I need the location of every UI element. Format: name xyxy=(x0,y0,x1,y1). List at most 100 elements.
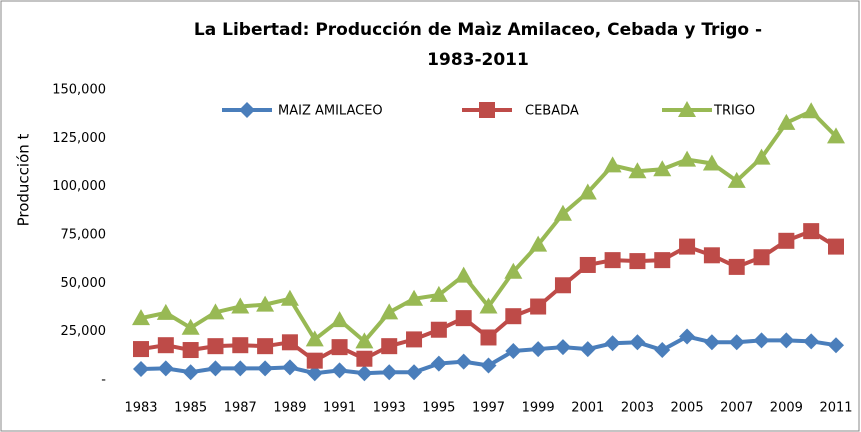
marker xyxy=(653,160,672,177)
x-tick-label: 2011 xyxy=(819,401,852,416)
marker xyxy=(356,365,373,382)
marker xyxy=(281,334,298,351)
marker xyxy=(679,238,696,255)
marker xyxy=(132,309,150,326)
marker xyxy=(827,127,845,144)
marker xyxy=(803,333,820,350)
marker xyxy=(629,253,646,270)
legend-label: MAIZ AMILACEO xyxy=(278,104,383,119)
marker xyxy=(703,247,720,264)
marker xyxy=(654,342,671,359)
marker xyxy=(280,289,299,306)
marker xyxy=(257,360,274,377)
x-tick-label: 2003 xyxy=(621,401,654,416)
chart-title: La Libertad: Producción de Maìz Amilaceo… xyxy=(194,20,762,40)
x-tick-label: 1985 xyxy=(174,401,207,416)
legend-label: TRIGO xyxy=(713,104,755,119)
marker xyxy=(654,252,671,269)
marker xyxy=(728,334,745,351)
y-tick-label: 75,000 xyxy=(61,228,107,243)
marker xyxy=(281,359,298,376)
marker xyxy=(231,297,250,314)
x-tick-label: 1991 xyxy=(323,401,356,416)
marker xyxy=(579,341,596,358)
marker xyxy=(182,342,199,359)
marker xyxy=(306,365,323,382)
marker xyxy=(480,329,497,346)
marker xyxy=(157,360,174,377)
marker xyxy=(678,150,697,167)
marker xyxy=(455,310,472,327)
marker xyxy=(480,357,497,374)
x-tick-label: 2007 xyxy=(720,401,753,416)
marker xyxy=(156,303,175,320)
x-tick-label: 1997 xyxy=(472,401,505,416)
marker xyxy=(505,308,522,325)
marker xyxy=(628,162,647,179)
marker xyxy=(430,321,447,338)
marker xyxy=(679,328,696,345)
marker xyxy=(356,350,373,367)
marker xyxy=(604,335,621,352)
marker xyxy=(305,330,324,347)
marker xyxy=(479,102,495,118)
marker xyxy=(752,148,771,165)
marker xyxy=(579,256,596,273)
marker xyxy=(777,113,796,130)
marker xyxy=(530,298,547,315)
marker xyxy=(802,102,821,119)
marker xyxy=(703,334,720,351)
marker xyxy=(406,331,423,348)
x-tick-label: 1983 xyxy=(124,401,157,416)
marker xyxy=(331,362,348,379)
marker xyxy=(530,341,547,358)
marker xyxy=(232,360,249,377)
x-tick-label: 2009 xyxy=(770,401,803,416)
y-tick-label: 50,000 xyxy=(61,276,107,291)
marker xyxy=(828,238,844,255)
marker xyxy=(405,289,424,306)
y-axis-label: Producción t xyxy=(15,133,33,226)
marker xyxy=(207,360,224,377)
x-tick-label: 2005 xyxy=(671,401,704,416)
marker xyxy=(728,258,745,275)
marker xyxy=(133,341,149,358)
marker xyxy=(629,334,646,351)
x-tick-label: 1995 xyxy=(422,401,455,416)
marker xyxy=(504,262,523,279)
marker xyxy=(406,364,423,381)
marker xyxy=(331,339,348,356)
marker xyxy=(207,338,224,355)
marker xyxy=(232,337,249,354)
chart-title: 1983-2011 xyxy=(427,50,529,70)
marker xyxy=(380,303,399,320)
marker xyxy=(753,249,770,266)
marker xyxy=(553,204,572,221)
marker xyxy=(430,355,447,372)
y-tick-label: - xyxy=(101,373,106,388)
marker xyxy=(330,311,349,328)
x-tick-label: 1999 xyxy=(522,401,555,416)
x-tick-label: 1987 xyxy=(224,401,257,416)
marker xyxy=(778,332,795,349)
legend-label: CEBADA xyxy=(525,104,579,119)
marker xyxy=(206,303,225,320)
marker xyxy=(505,343,522,359)
marker xyxy=(454,266,473,283)
marker xyxy=(157,337,174,354)
marker xyxy=(429,285,448,302)
marker xyxy=(678,101,696,117)
marker xyxy=(256,295,275,312)
y-tick-label: 100,000 xyxy=(52,179,106,194)
y-tick-label: 150,000 xyxy=(52,83,106,98)
marker xyxy=(727,171,746,188)
marker xyxy=(603,156,622,173)
marker xyxy=(554,339,571,356)
marker xyxy=(578,183,597,200)
marker xyxy=(604,252,621,269)
marker xyxy=(133,360,149,377)
marker xyxy=(529,235,548,252)
